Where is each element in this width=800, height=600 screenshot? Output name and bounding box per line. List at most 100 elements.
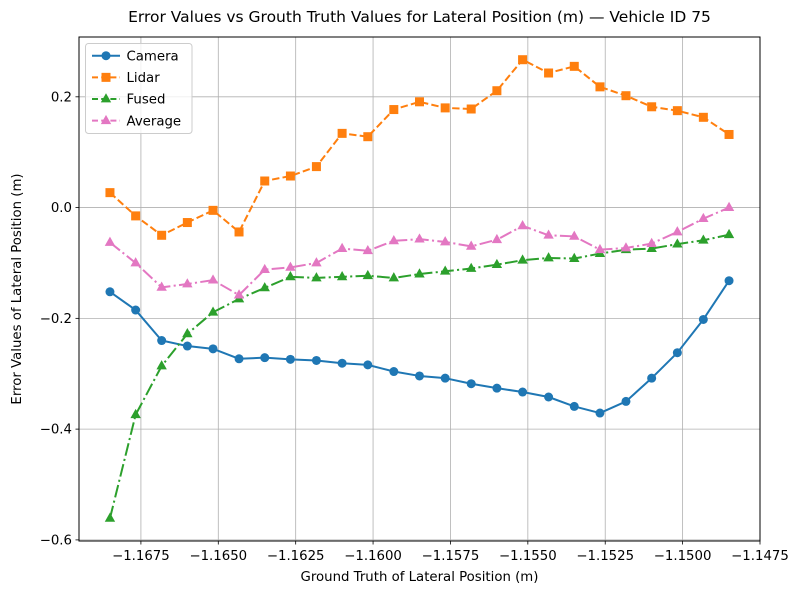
data-point-marker bbox=[414, 268, 425, 278]
x-tick-label: −1.1525 bbox=[576, 549, 634, 564]
data-point-marker bbox=[492, 383, 502, 393]
data-point-marker bbox=[698, 234, 709, 244]
data-point-marker bbox=[388, 272, 400, 282]
legend-item-camera: Camera bbox=[92, 49, 179, 64]
data-point-marker bbox=[234, 227, 244, 237]
data-point-marker bbox=[363, 360, 373, 370]
data-point-marker bbox=[104, 512, 116, 522]
legend-swatch-marker bbox=[101, 51, 111, 61]
data-point-marker bbox=[208, 344, 218, 354]
y-tick-label: 0.0 bbox=[51, 201, 72, 216]
data-point-marker bbox=[569, 401, 579, 411]
data-point-marker bbox=[130, 408, 141, 419]
data-point-marker bbox=[698, 314, 708, 324]
data-point-marker bbox=[285, 171, 295, 181]
data-point-marker bbox=[723, 201, 735, 211]
data-point-marker bbox=[285, 354, 295, 364]
data-point-marker bbox=[156, 360, 167, 370]
data-point-marker bbox=[157, 230, 167, 240]
y-tick-label: −0.4 bbox=[40, 423, 72, 438]
data-point-marker bbox=[130, 257, 141, 267]
data-point-marker bbox=[620, 242, 632, 252]
data-point-marker bbox=[285, 261, 296, 271]
data-point-marker bbox=[363, 132, 373, 142]
data-point-marker bbox=[621, 91, 631, 101]
data-point-marker bbox=[647, 102, 657, 112]
data-point-marker bbox=[311, 162, 321, 172]
data-point-marker bbox=[311, 257, 322, 267]
data-point-marker bbox=[415, 371, 424, 381]
legend-item-average: Average bbox=[92, 114, 181, 129]
data-point-marker bbox=[647, 373, 657, 383]
legend-item-label: Average bbox=[127, 114, 182, 129]
data-point-marker bbox=[260, 353, 270, 363]
data-point-marker bbox=[518, 387, 528, 397]
data-point-marker bbox=[646, 237, 657, 247]
data-point-marker bbox=[336, 271, 348, 281]
data-point-marker bbox=[724, 276, 734, 286]
data-point-marker bbox=[595, 408, 605, 418]
series-line-lidar bbox=[109, 58, 730, 237]
y-tick-label: −0.2 bbox=[40, 312, 72, 327]
y-tick-label: −0.6 bbox=[40, 533, 72, 548]
data-point-marker bbox=[207, 306, 219, 316]
data-point-marker bbox=[105, 287, 115, 297]
data-point-marker bbox=[156, 281, 167, 291]
data-point-marker bbox=[182, 278, 193, 288]
plot-border bbox=[78, 36, 761, 542]
data-point-marker bbox=[466, 379, 476, 389]
legend-item-fused: Fused bbox=[92, 93, 165, 108]
data-point-marker bbox=[595, 82, 605, 92]
data-point-marker bbox=[517, 220, 528, 230]
data-point-marker bbox=[439, 265, 451, 275]
data-point-marker bbox=[491, 233, 503, 244]
data-point-marker bbox=[414, 233, 425, 243]
data-point-marker bbox=[285, 271, 296, 281]
data-point-marker bbox=[518, 55, 528, 65]
data-point-marker bbox=[362, 244, 374, 255]
data-point-marker bbox=[672, 226, 683, 236]
data-point-marker bbox=[621, 396, 631, 406]
data-point-marker bbox=[440, 373, 450, 383]
series-fused bbox=[104, 228, 735, 522]
data-point-marker bbox=[672, 348, 682, 358]
data-point-marker bbox=[208, 205, 218, 215]
data-point-marker bbox=[337, 358, 347, 368]
data-point-marker bbox=[646, 242, 657, 252]
data-point-marker bbox=[492, 86, 502, 96]
data-point-marker bbox=[234, 354, 244, 364]
data-point-marker bbox=[131, 305, 141, 315]
chart-title: Error Values vs Grouth Truth Values for … bbox=[128, 8, 711, 26]
data-point-marker bbox=[672, 238, 683, 248]
legend-item-label: Fused bbox=[127, 93, 166, 108]
data-point-marker bbox=[131, 211, 141, 221]
data-point-marker bbox=[207, 274, 219, 284]
data-point-marker bbox=[543, 252, 554, 262]
data-point-marker bbox=[440, 103, 450, 113]
data-point-marker bbox=[336, 242, 348, 252]
data-point-marker bbox=[388, 235, 400, 245]
data-point-marker bbox=[104, 236, 116, 246]
data-point-marker bbox=[105, 188, 115, 198]
data-point-marker bbox=[544, 68, 554, 78]
data-point-marker bbox=[543, 229, 554, 239]
data-point-marker bbox=[594, 243, 606, 254]
series-average bbox=[104, 201, 735, 299]
plot-series bbox=[104, 55, 735, 522]
legend-swatch-marker bbox=[100, 93, 112, 103]
series-lidar bbox=[105, 55, 734, 240]
data-point-marker bbox=[569, 252, 580, 262]
legend-box bbox=[85, 43, 193, 134]
series-line-camera bbox=[109, 280, 730, 415]
data-point-marker bbox=[182, 328, 193, 338]
data-point-marker bbox=[723, 228, 735, 239]
data-point-marker bbox=[466, 104, 476, 114]
x-tick-label: −1.1550 bbox=[499, 549, 557, 564]
data-point-marker bbox=[182, 218, 192, 228]
data-point-marker bbox=[698, 212, 709, 223]
data-point-marker bbox=[569, 61, 579, 71]
x-tick-label: −1.1675 bbox=[112, 549, 170, 564]
data-point-marker bbox=[182, 341, 192, 351]
